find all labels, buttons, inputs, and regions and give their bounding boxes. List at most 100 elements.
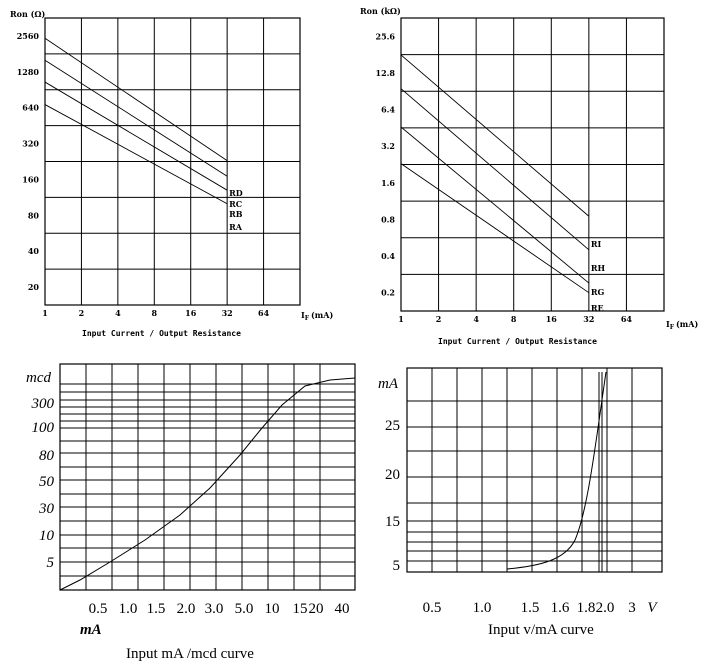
chart-3-ticks: 0.5 1.0 1.5 2.0 3.0 5.0 10 15 20 40 5 10 30 50 80 100 30… <box>31 396 350 617</box>
c3-x-tick: 10 <box>265 601 280 617</box>
c3-x-tick: 5.0 <box>235 601 254 617</box>
c1-series-label: RB <box>229 209 243 219</box>
chart-2-series-labels: RI RH RG RE <box>591 239 606 313</box>
chart-4-grid <box>406 367 663 573</box>
c1-series-RD <box>44 37 228 162</box>
c4-x-tick: 1.0 <box>473 600 492 616</box>
c2-series-label: RE <box>591 303 604 313</box>
chart-2-xlabel-unit: (mA) <box>676 319 698 329</box>
c2-series-label: RI <box>591 239 602 249</box>
c2-series-RH <box>400 88 590 251</box>
c1-series-RC <box>44 59 228 177</box>
c1-series-label: RC <box>229 199 242 209</box>
chart-1-xlabel-i: I <box>301 310 305 320</box>
chart-3-grid <box>59 363 356 591</box>
c3-y-tick: 300 <box>31 396 55 412</box>
c3-x-tick: 0.5 <box>89 601 108 617</box>
c1-y-tick: 320 <box>22 139 39 149</box>
c1-x-tick: 16 <box>185 308 197 318</box>
c1-x-tick: 64 <box>258 308 270 318</box>
c1-x-tick: 4 <box>115 308 121 318</box>
c2-y-tick: 0.2 <box>381 288 395 298</box>
c2-x-tick: 2 <box>436 314 442 324</box>
c1-y-tick: 640 <box>22 103 39 113</box>
c4-curve <box>506 371 607 570</box>
chart-2-caption: Input Current / Output Resistance <box>438 336 597 346</box>
c3-x-tick: 40 <box>335 601 350 617</box>
c3-curve <box>59 377 356 591</box>
c2-y-tick: 25.6 <box>376 31 396 41</box>
c1-x-tick: 1 <box>42 308 48 318</box>
c4-x-tick: 3 <box>628 600 636 616</box>
c4-x-tick: 1.5 <box>521 600 540 616</box>
c2-series-label: RG <box>591 287 605 297</box>
chart-2-ticks: 1 2 4 8 16 32 64 0.2 0.4 0.8 1.6 3.2 6.4 12.8 25.6 <box>376 31 633 324</box>
c1-y-tick: 2560 <box>17 31 40 41</box>
chart-2-lines <box>400 54 590 294</box>
chart-2-ylabel: Ron (kΩ) <box>360 6 401 16</box>
chart-4-ticks: 0.5 1.0 1.5 1.6 1.8 2.0 3 V 5 15 20 25 <box>385 418 658 616</box>
chart-1-xlabel-f: F <box>305 315 310 322</box>
c2-x-tick: 64 <box>621 314 633 324</box>
chart-2-xlabel: IF (mA) <box>666 319 698 331</box>
c2-x-tick: 32 <box>583 314 594 324</box>
c1-series-label: RA <box>229 222 243 232</box>
c1-y-tick: 40 <box>28 246 40 256</box>
c2-y-tick: 0.8 <box>381 214 395 224</box>
c4-x-tick: 1.6 <box>551 600 570 616</box>
c4-x-unit: V <box>647 600 658 616</box>
c3-x-tick: 1.0 <box>119 601 138 617</box>
c4-x-tick: 2.0 <box>596 600 615 616</box>
c3-x-tick: 3.0 <box>205 601 224 617</box>
c4-y-tick: 5 <box>393 558 401 574</box>
c2-x-tick: 8 <box>511 314 517 324</box>
chart-1-xlabel-unit: (mA) <box>311 310 333 320</box>
chart-3-lines <box>59 377 356 591</box>
c3-x-tick: 20 <box>309 601 324 617</box>
c1-y-tick: 80 <box>28 210 40 220</box>
c1-series-label: RD <box>229 188 243 198</box>
chart-2: 1 2 4 8 16 32 640.20.40.81.63.26.412.825.6 RIR… <box>360 6 698 346</box>
c2-series-RI <box>400 54 590 217</box>
c2-y-tick: 6.4 <box>381 105 395 115</box>
chart-4-ylabel: mA <box>378 376 399 392</box>
c2-series-RG <box>400 126 590 284</box>
c3-x-tick: 1.5 <box>147 601 166 617</box>
c3-frame <box>59 363 356 591</box>
c4-y-tick: 20 <box>385 467 400 483</box>
c4-x-tick: 1.8 <box>577 600 596 616</box>
chart-1: 1 2 4 8 16 32 64 20 40 80 160 320 640 1280 2560 RDRCRB… <box>10 9 333 338</box>
c1-x-tick: 8 <box>151 308 157 318</box>
chart-3: 0.5 1.0 1.5 2.0 3.0 5.0 10 15 20 40 5 10 30 50 80 100 30… <box>26 363 356 662</box>
chart-1-xlabel: IF (mA) <box>301 310 333 322</box>
chart-3-ylabel: mcd <box>26 370 51 386</box>
c4-frame <box>406 367 663 573</box>
c1-series-RA <box>44 104 228 205</box>
c1-y-tick: 160 <box>22 174 39 184</box>
c2-x-tick: 4 <box>473 314 479 324</box>
c2-y-tick: 3.2 <box>381 141 395 151</box>
c2-series-label: RH <box>591 263 606 273</box>
c3-y-tick: 100 <box>32 420 55 436</box>
chart-4-caption: Input v/mA curve <box>488 622 594 638</box>
c2-y-tick: 0.4 <box>381 251 395 261</box>
chart-2-xlabel-f: F <box>670 324 675 331</box>
chart-2-xlabel-i: I <box>666 319 670 329</box>
c2-x-tick: 16 <box>546 314 558 324</box>
c2-series-RE <box>400 163 590 294</box>
c3-y-tick: 80 <box>39 448 55 464</box>
c4-x-tick: 0.5 <box>423 600 442 616</box>
chart-1-ticks: 1 2 4 8 16 32 64 20 40 80 160 320 640 1280 2560 <box>17 31 270 318</box>
chart-1-caption: Input Current / Output Resistance <box>82 328 241 338</box>
chart-4-lines <box>506 371 607 572</box>
c3-y-tick: 50 <box>39 474 55 490</box>
c3-y-tick: 30 <box>38 501 55 517</box>
chart-4: 0.5 1.0 1.5 1.6 1.8 2.0 3 V 5 15 20 25 mA Input v/m… <box>378 367 663 638</box>
c1-series-RB <box>44 81 228 191</box>
c2-y-tick: 1.6 <box>381 178 395 188</box>
c2-y-tick: 12.8 <box>376 68 396 78</box>
c4-y-tick: 25 <box>385 418 400 434</box>
c1-y-tick: 20 <box>28 282 40 292</box>
